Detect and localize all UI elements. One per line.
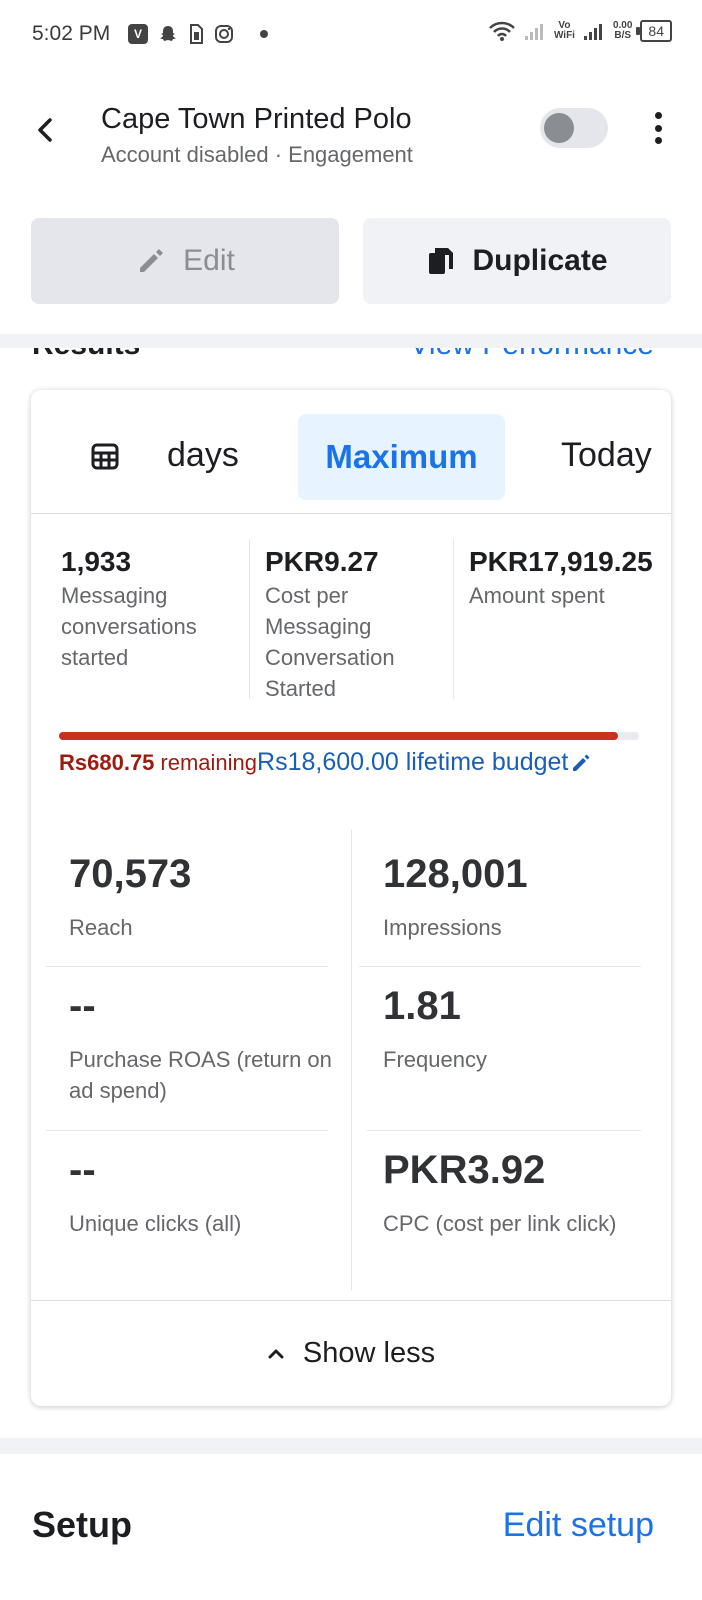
edit-label: Edit <box>183 244 235 277</box>
metric-label: CPC (cost per link click) <box>383 1211 617 1236</box>
more-options-icon[interactable] <box>648 108 668 148</box>
signal-weak-icon <box>524 24 543 40</box>
back-arrow-icon[interactable] <box>26 110 66 150</box>
campaign-subtitle: Account disabled · Engagement <box>101 142 413 168</box>
section-divider <box>0 1438 702 1454</box>
summary-divider <box>249 539 250 699</box>
system-indicators: Vo WiFi 0.00 B/S 84 <box>488 20 672 42</box>
metric-divider <box>367 1130 641 1131</box>
metric-purchase-roas: -- Purchase ROAS (return on ad spend) <box>69 982 359 1106</box>
summary-stats: 1,933 Messaging conversations started PK… <box>31 514 671 704</box>
campaign-header: Cape Town Printed Polo Account disabled … <box>0 90 702 190</box>
show-less-button[interactable]: Show less <box>31 1300 671 1406</box>
metric-label: Purchase ROAS (return on ad spend) <box>69 1047 332 1103</box>
tab-maximum[interactable]: Maximum <box>298 414 505 500</box>
summary-value: PKR9.27 <box>265 546 379 577</box>
summary-label: Amount spent <box>469 583 605 608</box>
duplicate-label: Duplicate <box>472 244 608 277</box>
v-app-icon: V <box>128 24 148 44</box>
campaign-title: Cape Town Printed Polo <box>101 103 412 135</box>
wifi-icon <box>489 21 515 41</box>
metric-value: 70,573 <box>69 852 192 896</box>
edit-setup-link[interactable]: Edit setup <box>502 1506 654 1544</box>
metric-divider <box>46 1130 328 1131</box>
sim-icon <box>190 24 203 44</box>
metric-cpc: PKR3.92 CPC (cost per link click) <box>383 1146 671 1239</box>
metric-unique-clicks: -- Unique clicks (all) <box>69 1146 359 1239</box>
metric-label: Frequency <box>383 1047 487 1072</box>
summary-label: Messaging conversations started <box>61 583 197 670</box>
snapchat-icon <box>160 26 176 41</box>
metric-frequency: 1.81 Frequency <box>383 982 671 1075</box>
metric-label: Reach <box>69 915 133 940</box>
results-card: days Maximum Today 1,933 Messaging conve… <box>31 390 671 1406</box>
metric-value: -- <box>69 1148 96 1192</box>
metric-value: 128,001 <box>383 852 528 896</box>
summary-stat: PKR9.27 Cost per Messaging Conversation … <box>265 544 445 704</box>
view-performance-link[interactable]: View Performance <box>409 348 654 362</box>
results-header: Results View Performance <box>0 348 702 362</box>
calendar-icon[interactable] <box>91 442 119 470</box>
toggle-knob <box>544 113 574 143</box>
battery-icon: 84 <box>636 20 672 42</box>
instagram-icon <box>215 25 233 43</box>
budget-progress-bar <box>59 732 639 740</box>
metric-value: 1.81 <box>383 984 461 1028</box>
metric-label: Impressions <box>383 915 502 940</box>
summary-stat: PKR17,919.25 Amount spent <box>469 544 659 611</box>
vowifi-label: Vo WiFi <box>553 20 575 41</box>
metrics-grid: 70,573 Reach 128,001 Impressions -- Purc… <box>31 830 671 1310</box>
setup-title: Setup <box>32 1504 133 1545</box>
budget-progress-fill <box>59 732 618 740</box>
duplicate-button[interactable]: Duplicate <box>363 218 671 304</box>
status-time: 5:02 PM <box>32 22 111 45</box>
summary-value: PKR17,919.25 <box>469 546 653 577</box>
metrics-vertical-divider <box>351 830 352 1290</box>
show-less-label: Show less <box>302 1337 436 1369</box>
subtitle-separator: · <box>274 142 283 167</box>
date-range-tabs: days Maximum Today <box>31 390 671 514</box>
metric-value: PKR3.92 <box>383 1148 546 1192</box>
remaining-label: remaining <box>160 749 258 775</box>
metric-impressions: 128,001 Impressions <box>383 850 671 943</box>
duplicate-icon <box>429 248 454 274</box>
remaining-value: Rs680.75 <box>59 749 155 775</box>
campaign-toggle[interactable] <box>540 108 608 148</box>
campaign-objective: Engagement <box>288 142 413 167</box>
notification-icons: V <box>128 24 268 44</box>
summary-stat: 1,933 Messaging conversations started <box>61 544 241 673</box>
results-title: Results <box>32 348 140 362</box>
budget-text: Rs680.75 remaining Rs18,600.00 lifetime … <box>59 748 592 777</box>
edit-button[interactable]: Edit <box>31 218 339 304</box>
network-speed: 0.00 B/S <box>612 20 633 41</box>
summary-value: 1,933 <box>61 546 132 577</box>
metric-divider <box>46 966 328 967</box>
summary-divider <box>453 539 454 699</box>
signal-strong-icon <box>583 24 602 40</box>
dot-icon <box>260 30 268 38</box>
account-status: Account disabled <box>101 142 269 167</box>
chevron-up-icon <box>268 1349 284 1358</box>
tab-today[interactable]: Today <box>561 436 652 474</box>
tab-days[interactable]: days <box>167 436 239 474</box>
metric-label: Unique clicks (all) <box>69 1211 242 1236</box>
metric-divider <box>359 966 641 967</box>
metric-reach: 70,573 Reach <box>69 850 359 943</box>
section-divider <box>0 334 702 348</box>
pencil-icon <box>140 249 164 272</box>
edit-budget-icon[interactable] <box>570 752 592 774</box>
lifetime-budget-link[interactable]: Rs18,600.00 lifetime budget <box>257 748 569 776</box>
summary-label: Cost per Messaging Conversation Started <box>265 583 395 701</box>
status-bar: 5:02 PM V Vo WiFi 0.00 B/S 84 <box>0 0 702 72</box>
metric-value: -- <box>69 984 96 1028</box>
